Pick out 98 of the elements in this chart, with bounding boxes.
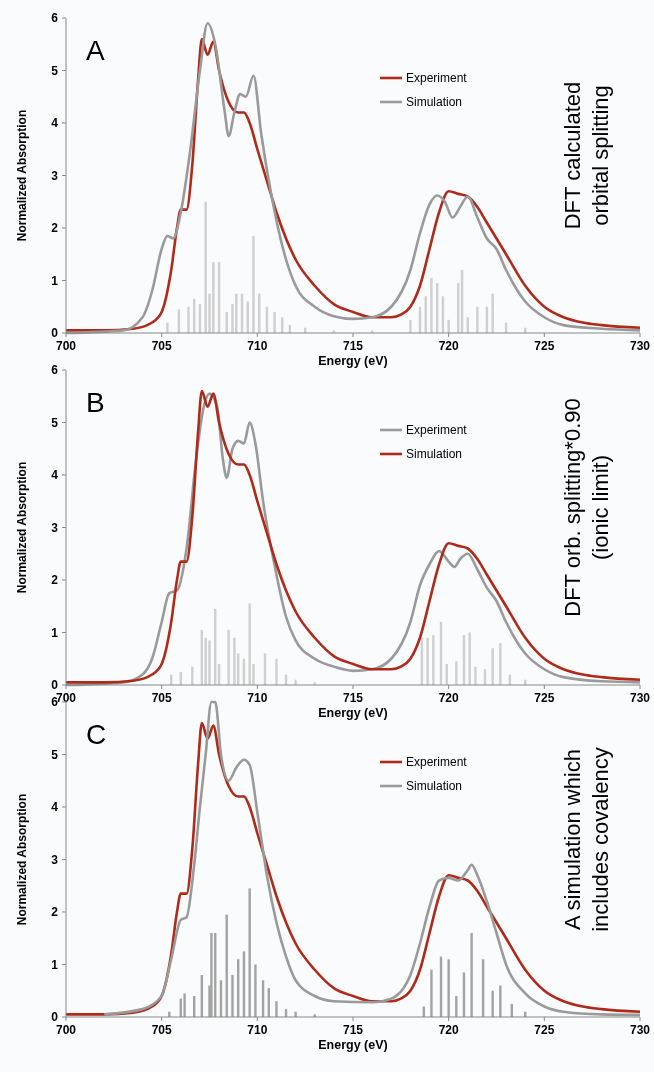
bar [208,640,211,685]
annotation: A simulation which [560,749,585,930]
y-tick-label: 4 [51,116,59,131]
y-tick-label: 5 [51,63,59,78]
x-tick-label: 705 [151,1023,172,1037]
x-tick-label: 730 [629,691,651,705]
bar [187,306,190,333]
legend-label: Experiment [406,423,468,438]
bar [273,312,276,333]
x-axis-title: Energy (eV) [318,354,388,368]
y-tick-label: 3 [51,168,59,183]
x-tick-label: 725 [534,1023,555,1037]
y-tick-label: 2 [51,573,59,588]
bar [254,964,257,1017]
bar [491,648,494,685]
y-tick-label: 0 [51,678,59,693]
bar [430,969,433,1017]
x-tick-label: 715 [342,691,364,705]
x-tick-label: 710 [247,1023,268,1037]
bar [166,322,169,333]
bar [210,933,213,1017]
bar [455,661,458,685]
x-tick-label: 705 [151,339,172,353]
annotation: DFT calculated [560,81,585,230]
bar [275,658,278,685]
bar [183,993,186,1017]
bar [294,679,297,685]
bar [470,933,473,1017]
y-tick-label: 0 [51,326,59,341]
bar [455,996,458,1017]
bar [430,277,433,333]
x-axis-title: Energy (eV) [318,706,388,720]
x-tick-label: 715 [342,1023,364,1037]
bar [491,293,494,333]
bar [248,888,251,1017]
bar [447,319,450,333]
x-tick-label: 710 [247,339,268,353]
y-tick-label: 5 [51,415,59,430]
y-tick-label: 3 [51,852,59,867]
y-tick-label: 6 [51,11,59,26]
annotation: DFT orb. splitting*0.90 [560,398,585,617]
bar [227,629,230,685]
y-tick-label: 5 [51,747,59,762]
annotation: (ionic limit) [588,454,613,561]
bar [233,637,236,685]
x-tick-label: 720 [438,691,459,705]
y-axis-title: Normalized Absorption [15,109,29,242]
bar [476,306,479,333]
x-tick-label: 700 [55,1023,77,1037]
bar [409,319,412,333]
x-tick-label: 725 [534,339,555,353]
legend-label: Simulation [406,95,463,110]
x-tick-label: 715 [342,339,364,353]
text: B [86,387,105,418]
text: A [86,35,105,66]
bar [426,637,429,685]
y-tick-label: 2 [51,905,59,920]
x-tick-label: 730 [629,1023,651,1037]
annotation: includes covalency [588,747,613,932]
y-tick-label: 4 [51,800,59,815]
bar [275,1001,278,1017]
bar [432,635,435,685]
bar [447,959,450,1017]
bar [248,603,251,685]
y-tick-label: 1 [51,957,59,972]
legend-label: Experiment [406,71,468,86]
x-axis-title: Energy (eV) [318,1038,388,1052]
x-tick-label: 705 [151,691,172,705]
y-tick-label: 1 [51,273,59,288]
bar [474,666,477,685]
y-axis-title: Normalized Absorption [15,793,29,926]
x-tick-label: 700 [55,339,77,353]
bar [499,643,502,685]
y-tick-label: 4 [51,468,59,483]
legend-label: Experiment [406,755,468,770]
y-tick-label: 1 [51,625,59,640]
x-tick-label: 710 [247,691,268,705]
legend-label: Simulation [406,779,463,794]
y-tick-label: 3 [51,520,59,535]
x-tick-label: 730 [629,339,651,353]
bar [204,201,207,333]
x-tick-label: 725 [534,691,555,705]
bar [499,985,502,1017]
text: C [86,719,107,750]
y-axis-title: Normalized Absorption [15,461,29,594]
bar [168,1011,171,1017]
bar [491,990,494,1017]
bar [294,1011,297,1017]
y-tick-label: 0 [51,1010,59,1025]
x-tick-label: 720 [438,339,459,353]
bar [252,235,255,333]
legend-label: Simulation [406,447,463,462]
y-tick-label: 6 [51,363,59,378]
x-tick-label: 720 [438,1023,459,1037]
annotation: orbital splitting [588,85,613,226]
bar [231,975,234,1017]
bar [212,262,215,333]
y-tick-label: 2 [51,221,59,236]
